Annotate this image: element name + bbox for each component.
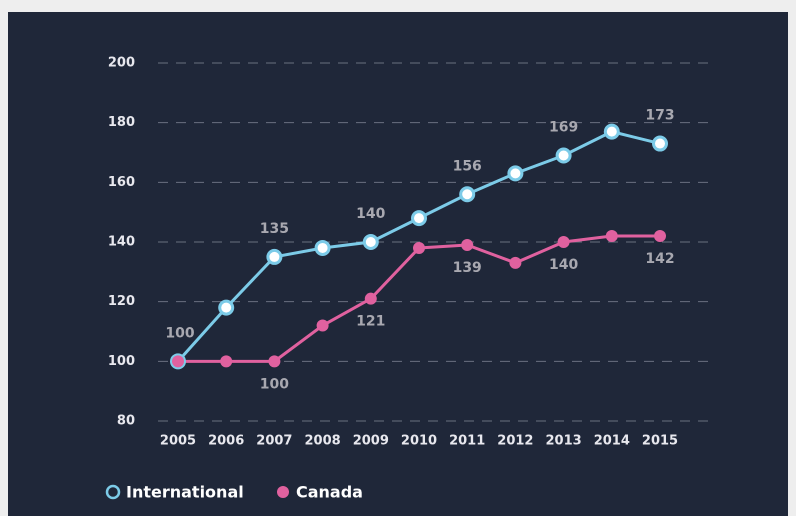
point <box>603 123 620 140</box>
y-tick-label: 180 <box>108 115 135 130</box>
point <box>507 165 524 182</box>
point <box>364 292 377 305</box>
x-tick-label: 2014 <box>594 434 630 449</box>
legend-label: International <box>126 483 244 502</box>
value-label: 173 <box>645 108 674 124</box>
value-label: 142 <box>645 251 674 267</box>
point <box>557 236 570 248</box>
value-label: 100 <box>260 376 289 392</box>
point <box>461 238 474 251</box>
point <box>316 319 329 332</box>
x-tick-label: 2013 <box>546 434 582 449</box>
value-label: 139 <box>453 260 482 276</box>
x-tick-label: 2005 <box>160 434 196 449</box>
x-tick-label: 2015 <box>642 434 678 449</box>
point <box>220 355 233 368</box>
point <box>652 135 668 152</box>
y-tick-label: 100 <box>108 354 135 369</box>
point <box>605 230 618 243</box>
y-tick-label: 160 <box>108 175 135 190</box>
point <box>268 355 281 368</box>
x-tick-label: 2012 <box>497 434 533 449</box>
y-tick-label: 140 <box>108 235 135 250</box>
x-tick-label: 2007 <box>256 434 292 449</box>
legend-marker <box>105 484 121 500</box>
y-tick-label: 200 <box>108 56 135 71</box>
point <box>314 239 331 256</box>
x-tick-label: 2011 <box>449 434 485 449</box>
value-label: 121 <box>356 314 385 330</box>
point <box>172 355 184 368</box>
x-tick-label: 2010 <box>401 434 437 449</box>
legend-label: Canada <box>296 483 363 502</box>
point <box>218 299 235 316</box>
value-label: 140 <box>549 257 578 273</box>
point <box>555 147 572 164</box>
x-tick-label: 2006 <box>208 434 244 449</box>
point <box>654 230 666 243</box>
value-label: 140 <box>356 206 385 222</box>
value-label: 135 <box>260 221 289 237</box>
point <box>509 256 522 269</box>
point <box>411 210 427 227</box>
y-tick-label: 120 <box>108 294 135 309</box>
y-tick-label: 80 <box>117 414 135 429</box>
x-tick-label: 2008 <box>305 434 341 449</box>
x-tick-label: 2009 <box>353 434 389 449</box>
panel <box>8 12 788 516</box>
value-label: 100 <box>165 325 194 341</box>
point <box>362 234 379 250</box>
point <box>459 186 476 203</box>
legend-marker <box>277 486 289 498</box>
point <box>413 241 425 254</box>
value-label: 169 <box>549 119 578 135</box>
value-label: 156 <box>453 158 482 174</box>
point <box>266 248 283 265</box>
